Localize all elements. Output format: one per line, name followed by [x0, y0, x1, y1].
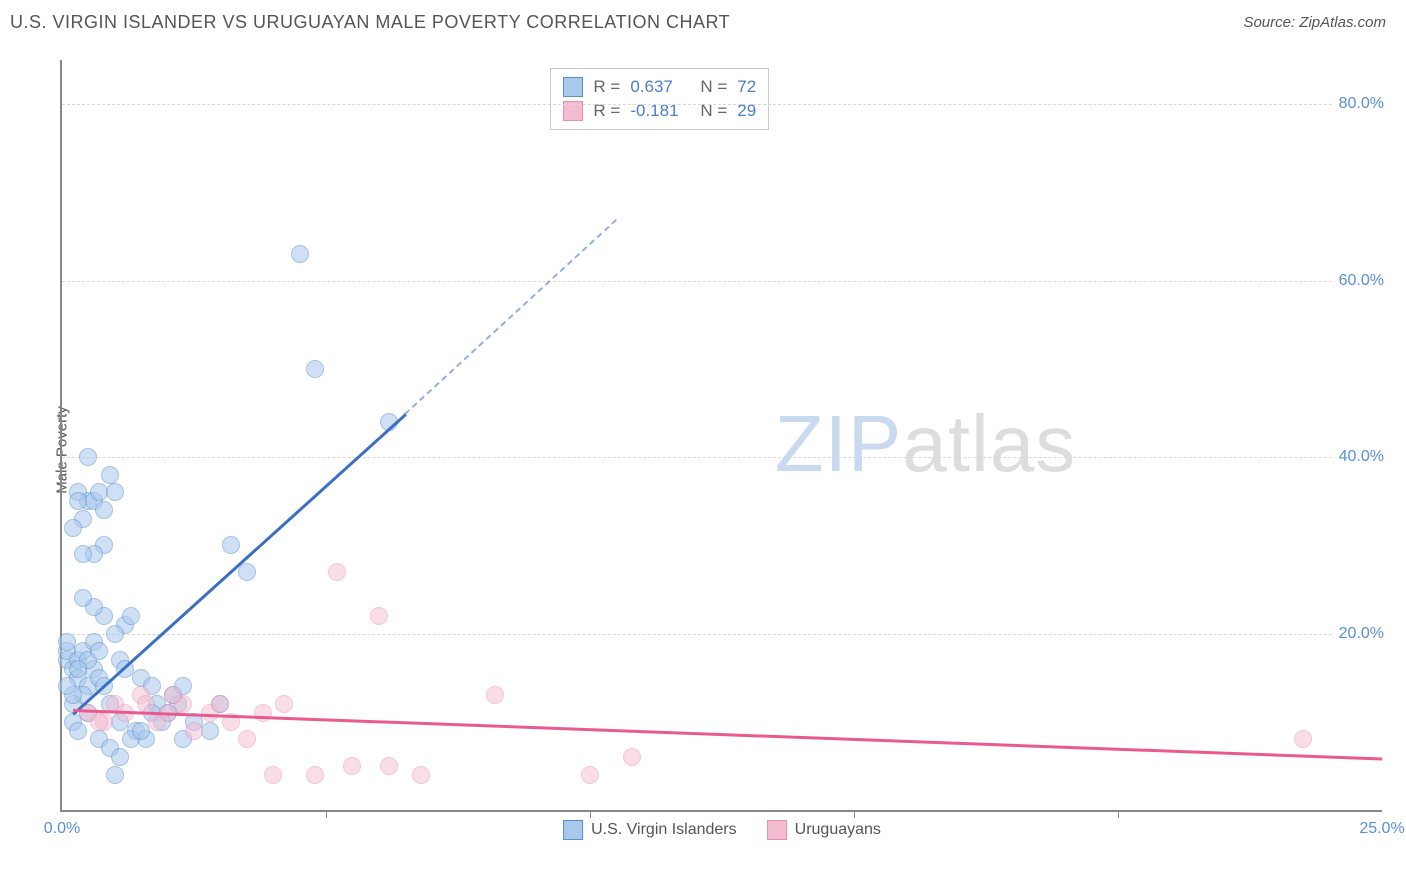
scatter-point — [111, 748, 129, 766]
x-tick-mark — [590, 810, 591, 818]
scatter-point — [254, 704, 272, 722]
scatter-point — [380, 757, 398, 775]
legend-label: Uruguayans — [795, 821, 881, 839]
scatter-point — [122, 607, 140, 625]
scatter-point — [1294, 730, 1312, 748]
x-tick-mark — [854, 810, 855, 818]
chart-header: U.S. VIRGIN ISLANDER VS URUGUAYAN MALE P… — [0, 0, 1406, 41]
scatter-point — [69, 722, 87, 740]
correlation-row: R = 0.637 N = 72 — [563, 75, 756, 99]
scatter-point — [90, 642, 108, 660]
scatter-point — [343, 757, 361, 775]
scatter-point — [106, 766, 124, 784]
chart-title: U.S. VIRGIN ISLANDER VS URUGUAYAN MALE P… — [10, 12, 730, 33]
x-tick-mark — [1118, 810, 1119, 818]
scatter-point — [211, 695, 229, 713]
scatter-point — [201, 722, 219, 740]
scatter-point — [58, 677, 76, 695]
scatter-point — [74, 545, 92, 563]
scatter-point — [306, 766, 324, 784]
y-tick-label: 60.0% — [1333, 272, 1384, 290]
x-tick-mark — [326, 810, 327, 818]
legend-label: U.S. Virgin Islanders — [591, 821, 737, 839]
watermark: ZIPatlas — [775, 398, 1076, 490]
y-tick-label: 40.0% — [1333, 448, 1384, 466]
trend-line-extension — [405, 219, 618, 415]
correlation-row: R =-0.181N =29 — [563, 99, 756, 123]
x-tick-label: 25.0% — [1359, 820, 1404, 838]
gridline — [62, 634, 1382, 635]
gridline — [62, 104, 1382, 105]
r-label: R = — [593, 77, 620, 97]
scatter-point — [69, 660, 87, 678]
scatter-point — [306, 360, 324, 378]
x-tick-label: 0.0% — [44, 820, 80, 838]
scatter-point — [328, 563, 346, 581]
scatter-point — [623, 748, 641, 766]
scatter-point — [412, 766, 430, 784]
source-attribution: Source: ZipAtlas.com — [1243, 14, 1386, 31]
scatter-point — [291, 245, 309, 263]
n-value: 72 — [737, 77, 756, 97]
scatter-point — [106, 625, 124, 643]
gridline — [62, 281, 1382, 282]
scatter-point — [79, 448, 97, 466]
y-tick-label: 20.0% — [1333, 625, 1384, 643]
scatter-point — [95, 501, 113, 519]
scatter-point — [222, 536, 240, 554]
scatter-point — [74, 589, 92, 607]
r-value: 0.637 — [630, 77, 690, 97]
scatter-point — [137, 695, 155, 713]
scatter-point — [90, 713, 108, 731]
scatter-point — [238, 563, 256, 581]
scatter-point — [64, 519, 82, 537]
scatter-point — [275, 695, 293, 713]
legend-swatch — [563, 77, 583, 97]
scatter-point — [486, 686, 504, 704]
chart-container: Male Poverty ZIPatlas R =0.637N =72R =-0… — [10, 50, 1396, 850]
trend-line — [73, 709, 1383, 760]
gridline — [62, 457, 1382, 458]
legend-swatch — [767, 820, 787, 840]
correlation-legend: R = 0.637 N = 72R =-0.181N =29 — [550, 68, 769, 130]
legend-item: Uruguayans — [767, 820, 881, 840]
scatter-point — [101, 466, 119, 484]
scatter-plot: ZIPatlas R =0.637N =72R =-0.181N =29 U.S… — [60, 60, 1382, 812]
y-tick-label: 80.0% — [1333, 95, 1384, 113]
scatter-point — [164, 686, 182, 704]
scatter-point — [264, 766, 282, 784]
legend-swatch — [563, 820, 583, 840]
n-label: N = — [700, 77, 727, 97]
series-legend: U.S. Virgin Islanders Uruguayans — [563, 820, 881, 840]
watermark-zip: ZIP — [775, 399, 902, 488]
scatter-point — [185, 722, 203, 740]
legend-item: U.S. Virgin Islanders — [563, 820, 737, 840]
watermark-atlas: atlas — [902, 399, 1076, 488]
scatter-point — [370, 607, 388, 625]
trend-line — [72, 413, 406, 715]
scatter-point — [581, 766, 599, 784]
scatter-point — [106, 483, 124, 501]
scatter-point — [238, 730, 256, 748]
